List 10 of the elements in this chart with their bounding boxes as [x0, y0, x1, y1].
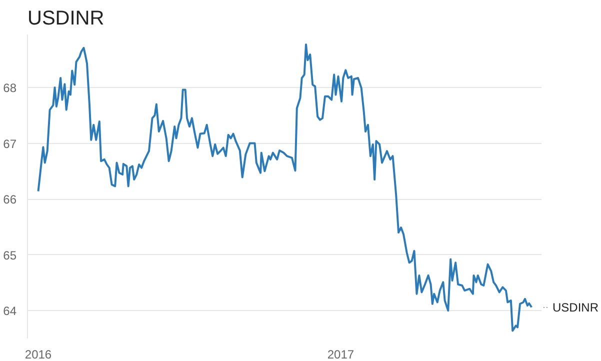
- series-label: USDINR: [552, 300, 599, 314]
- x-tick-label: 2016: [24, 348, 52, 361]
- y-tick-label: 66: [3, 192, 17, 207]
- y-tick-label: 67: [3, 136, 17, 151]
- y-tick-label: 65: [3, 248, 17, 262]
- y-tick-label: 64: [3, 304, 17, 318]
- x-tick-label: 2017: [327, 348, 354, 361]
- line-series: [37, 44, 533, 332]
- y-tick-label: 68: [3, 80, 17, 95]
- chart-title: USDINR: [28, 8, 104, 30]
